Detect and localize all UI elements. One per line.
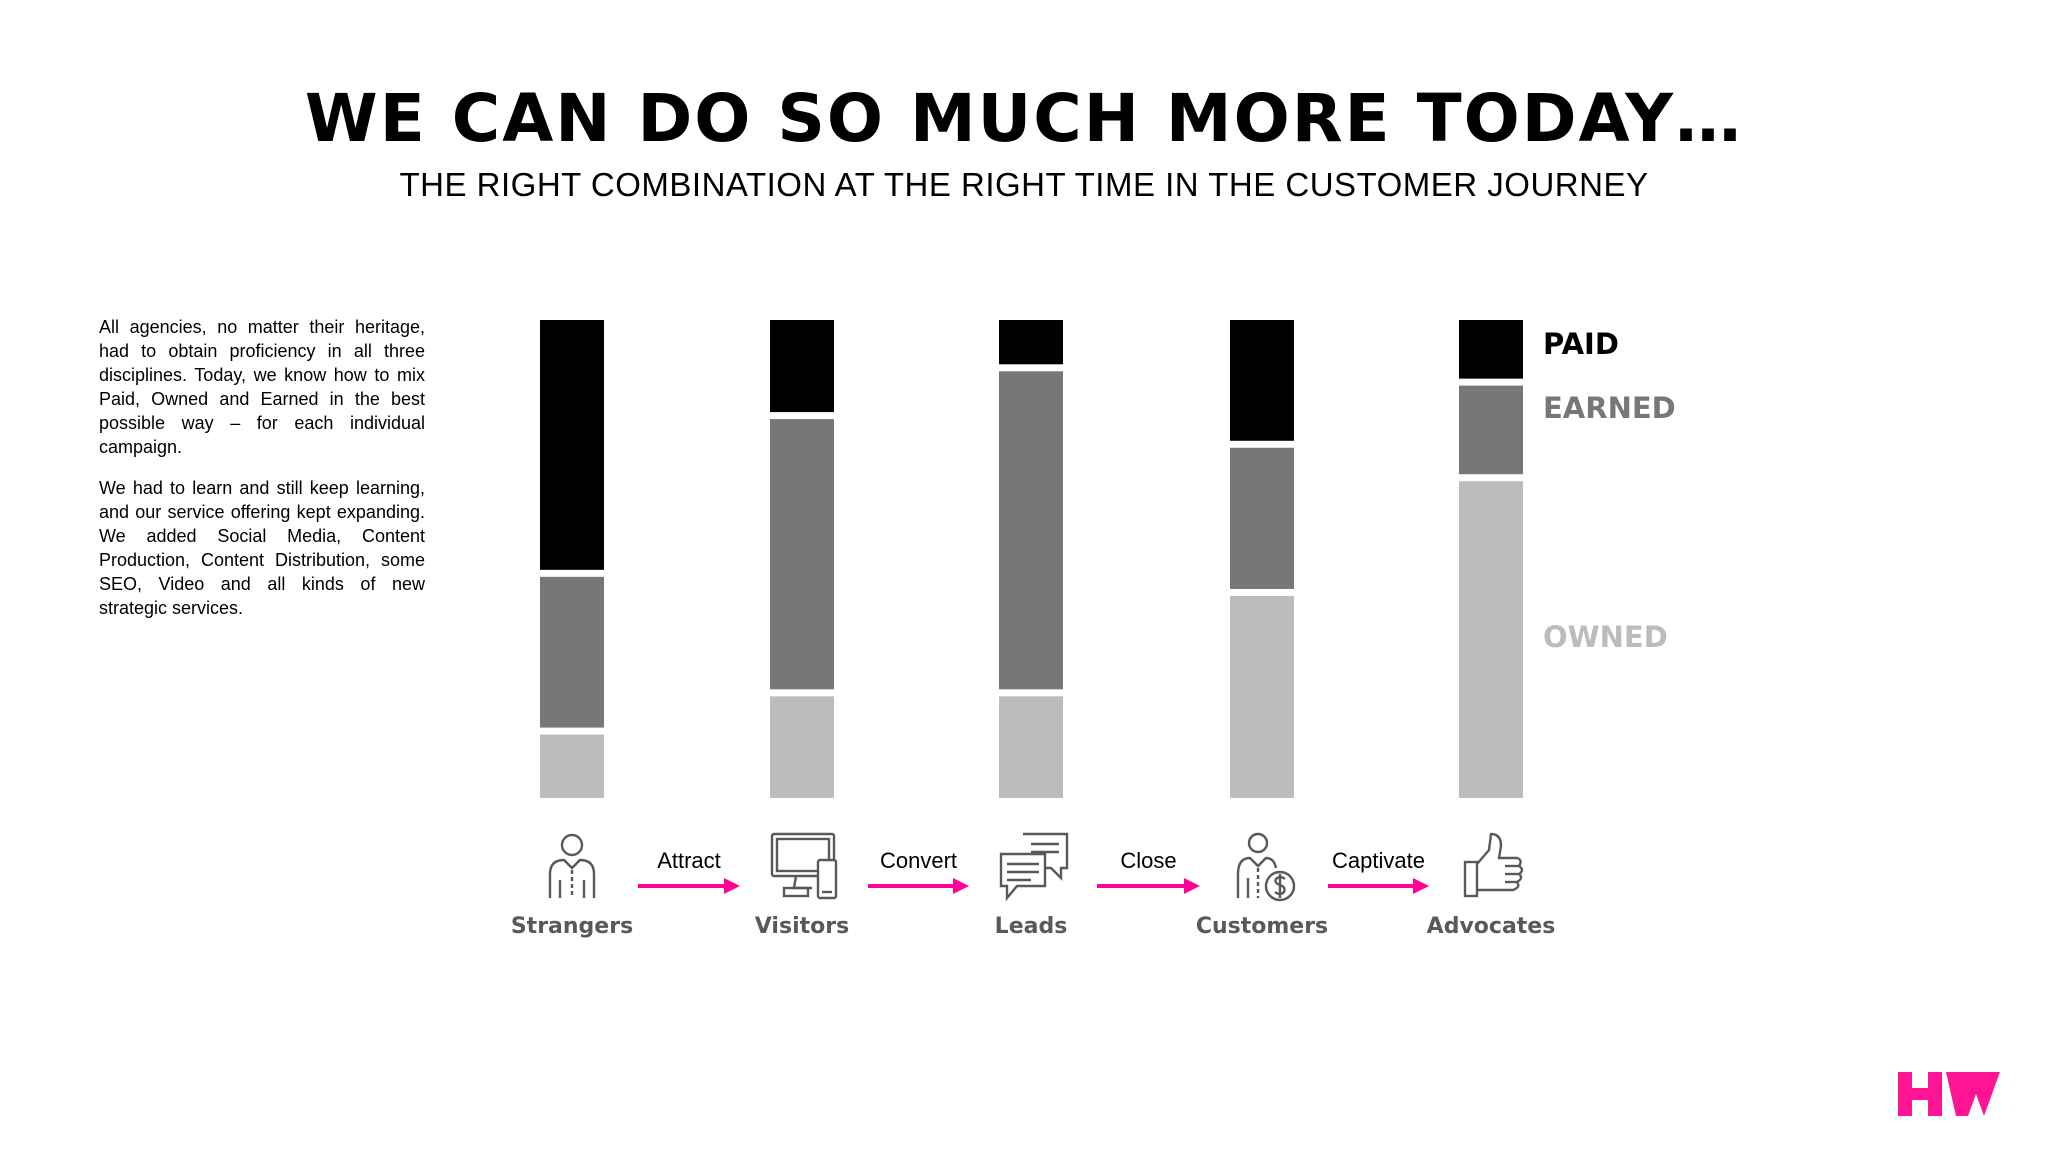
bar-owned-customers <box>1230 595 1294 798</box>
description-paragraph-2: We had to learn and still keep learning,… <box>99 478 425 618</box>
arrow-head-close <box>1184 878 1200 894</box>
arrow-head-attract <box>724 878 740 894</box>
devices-icon <box>770 832 838 900</box>
hw-logo-mark <box>1898 1072 1942 1116</box>
bar-earned-strangers <box>540 576 604 728</box>
person-icon <box>548 833 596 898</box>
bar-owned-strangers <box>540 734 604 798</box>
description-paragraph-1: All agencies, no matter their heritage, … <box>99 317 425 457</box>
hw-logo <box>1898 1072 2000 1116</box>
step-label-convert: Convert <box>880 848 957 873</box>
thumbs-up-icon <box>1463 832 1524 898</box>
bar-paid-strangers <box>540 320 604 570</box>
bar-owned-advocates <box>1459 481 1523 798</box>
bar-owned-leads <box>999 696 1063 798</box>
step-label-attract: Attract <box>657 848 721 873</box>
bar-paid-advocates <box>1459 320 1523 379</box>
bar-owned-visitors <box>770 696 834 798</box>
hw-logo-mark-w <box>1946 1072 2000 1116</box>
arrow-head-captivate <box>1413 878 1429 894</box>
stage-label-customers: Customers <box>1196 914 1328 939</box>
stage-label-visitors: Visitors <box>755 914 849 939</box>
bar-paid-leads <box>999 320 1063 365</box>
bar-earned-advocates <box>1459 385 1523 475</box>
page-title: WE CAN DO SO MUCH MORE TODAY… <box>304 80 1744 157</box>
arrow-head-convert <box>953 878 969 894</box>
stage-label-leads: Leads <box>995 914 1068 939</box>
bar-earned-leads <box>999 371 1063 690</box>
bar-paid-visitors <box>770 320 834 413</box>
stage-label-strangers: Strangers <box>511 914 633 939</box>
chat-bubbles-icon <box>999 832 1069 902</box>
step-label-captivate: Captivate <box>1332 848 1425 873</box>
bar-earned-visitors <box>770 419 834 690</box>
description-text: All agencies, no matter their heritage, … <box>99 315 425 637</box>
page-subtitle: THE RIGHT COMBINATION AT THE RIGHT TIME … <box>399 166 1649 203</box>
bar-earned-customers <box>1230 447 1294 589</box>
legend-owned: OWNED <box>1543 620 1668 654</box>
bar-paid-customers <box>1230 320 1294 441</box>
customer-dollar-icon <box>1236 832 1296 902</box>
stage-label-advocates: Advocates <box>1427 914 1556 939</box>
legend-earned: EARNED <box>1543 391 1676 425</box>
step-label-close: Close <box>1120 848 1176 873</box>
legend-paid: PAID <box>1543 327 1619 361</box>
